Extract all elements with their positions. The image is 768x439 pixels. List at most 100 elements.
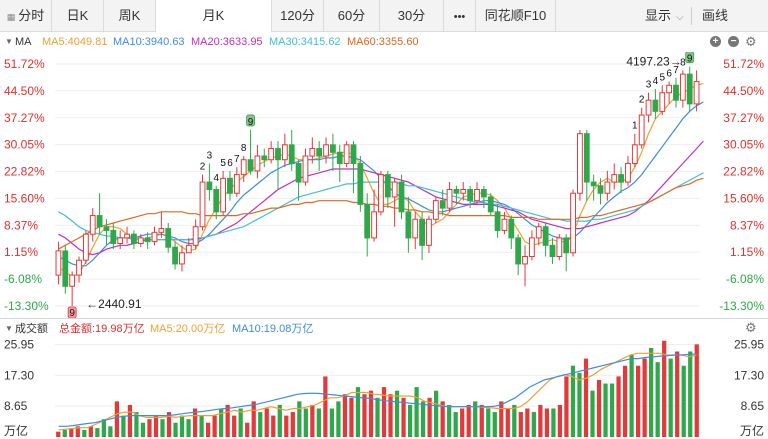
volume-bar — [205, 422, 211, 437]
candle — [638, 107, 645, 149]
ma-legend: ▼ MA MA5:4049.81 MA10:3940.63 MA20:3633.… — [0, 32, 768, 52]
gear-icon[interactable]: ⚙ — [745, 320, 757, 335]
tab-daily-k[interactable]: 日K — [52, 0, 104, 32]
volume-bar — [303, 408, 308, 437]
candle — [329, 133, 336, 171]
volume-bar — [219, 408, 224, 437]
vol-tick-label-right: 8.65 — [741, 399, 765, 413]
y-tick-label-right: 8.37% — [730, 218, 764, 232]
display-dropdown[interactable]: 显示 ⌵ — [645, 8, 684, 23]
volume-bar — [453, 412, 458, 437]
volume-bar — [277, 404, 282, 437]
volume-bar — [375, 397, 380, 437]
y-tick-label-right: 30.05% — [723, 138, 764, 152]
candle-body — [117, 237, 124, 244]
candle — [185, 237, 192, 254]
tab-more[interactable]: ••• — [444, 0, 476, 32]
candle — [673, 77, 679, 108]
y-tick-label-left: 37.27% — [4, 111, 45, 125]
volume-bar — [342, 394, 348, 437]
collapse-arrow-icon[interactable]: ▼ — [5, 324, 13, 333]
candle-body — [343, 144, 350, 164]
volume-legend: ▼ 成交额 总金额:19.98万亿 MA5:20.00万亿 MA10:19.08… — [0, 318, 768, 338]
td-count-label: 3 — [207, 150, 213, 161]
y-tick-label-left: 8.37% — [4, 218, 38, 232]
candle-body — [357, 162, 364, 205]
volume-bar — [681, 365, 686, 437]
y-tick-label-left: -6.08% — [4, 272, 42, 286]
candle — [508, 215, 515, 250]
volume-bar — [173, 422, 178, 437]
candle — [419, 211, 426, 261]
tab-30min[interactable]: 30分 — [380, 0, 444, 32]
candle-body — [673, 84, 679, 101]
tab-60min[interactable]: 60分 — [324, 0, 380, 32]
candle-body — [453, 189, 460, 194]
candle-body — [631, 144, 638, 164]
candle-body — [144, 237, 151, 243]
total-amount-legend: 总金额:19.98万亿 — [59, 323, 145, 335]
candle-body — [254, 155, 261, 172]
volume-bar — [460, 408, 465, 437]
divider — [691, 7, 692, 25]
volume-bar — [512, 404, 517, 437]
candle-body — [487, 196, 494, 213]
candle-body — [76, 259, 82, 276]
candle-body — [515, 237, 522, 265]
volume-bar — [329, 408, 335, 437]
candle-body — [185, 244, 192, 254]
volume-bar — [368, 390, 374, 437]
candle-body — [522, 255, 528, 265]
volume-bar — [316, 408, 321, 437]
y-tick-label-left: -13.30% — [4, 299, 49, 313]
vol-tick-label-right: 25.95 — [734, 338, 764, 352]
volume-bar — [264, 408, 269, 437]
y-tick-label-right: 22.82% — [723, 165, 764, 179]
td-count-label: 8 — [241, 143, 247, 154]
gear-icon[interactable]: ⚙ — [745, 34, 757, 49]
y-tick-label-left: 30.05% — [4, 138, 45, 152]
tab-intraday[interactable]: ▦ 分时 — [0, 0, 52, 32]
tab-weekly-k[interactable]: 周K — [104, 0, 156, 32]
candle — [405, 196, 412, 253]
candle-body — [570, 192, 576, 254]
volume-bar — [505, 408, 510, 437]
volume-bar — [134, 412, 139, 437]
volume-bar — [499, 401, 504, 437]
candle — [240, 156, 247, 183]
collapse-arrow-icon[interactable]: ▼ — [5, 37, 13, 46]
volume-bar — [88, 426, 93, 437]
tab-f10[interactable]: 同花顺F10 — [476, 0, 556, 32]
candle — [501, 211, 508, 235]
volume-bar — [414, 387, 419, 437]
candle — [131, 230, 137, 250]
volume-bar — [199, 415, 204, 437]
volume-bar — [114, 401, 120, 437]
y-tick-label-right: 51.72% — [723, 57, 764, 71]
candle-body — [336, 151, 343, 164]
td-count-label: 9 — [248, 117, 254, 128]
zoom-out-icon[interactable]: − — [728, 36, 739, 47]
volume-bar — [394, 390, 400, 437]
tab-120min[interactable]: 120分 — [272, 0, 324, 32]
candle-body — [62, 250, 69, 287]
volume-bar — [62, 429, 67, 437]
candle — [535, 223, 542, 246]
candle — [487, 193, 494, 216]
candle — [611, 163, 618, 190]
candle-body — [474, 189, 480, 202]
candle-body — [446, 189, 453, 209]
volume-bar — [297, 401, 302, 437]
candle — [577, 129, 583, 201]
volume-bar — [440, 401, 445, 437]
tab-monthly-k[interactable]: 月K — [156, 0, 272, 32]
candle-body — [549, 244, 556, 257]
zoom-in-icon[interactable]: + — [710, 36, 721, 47]
candle-body — [213, 189, 220, 213]
draw-line-button[interactable]: 画线 — [702, 8, 729, 23]
candle — [144, 232, 151, 250]
candle — [172, 241, 178, 270]
volume-bar — [336, 401, 341, 437]
volume-bar — [577, 372, 582, 437]
volume-bar — [466, 404, 471, 437]
